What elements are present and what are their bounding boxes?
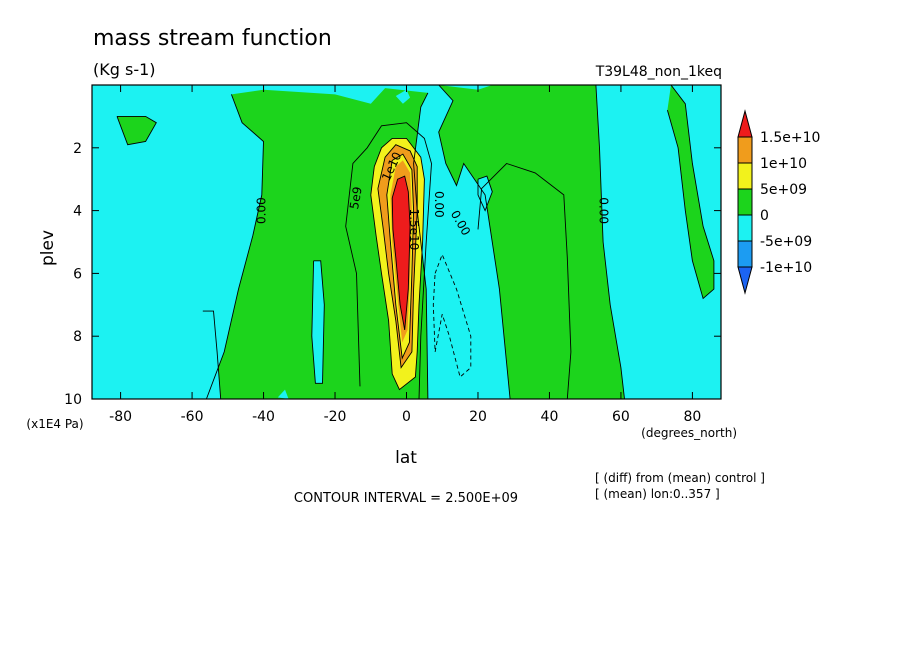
contour-line-12 (386, 153, 415, 360)
note-mean: [ (mean) lon:0..357 ] (595, 487, 720, 501)
contour-label-1: 5e9 (347, 186, 365, 211)
x-tick-label: 60 (612, 409, 630, 425)
x-axis-units: (degrees_north) (641, 426, 737, 440)
y-tick-label: 6 (73, 266, 82, 282)
x-tick-label: -60 (181, 409, 204, 425)
region-zero-0 (206, 88, 428, 399)
colorbar-label: -1e+10 (760, 260, 812, 276)
x-axis: -80 -60 -40 -20 0 20 40 60 80 (109, 85, 701, 425)
x-tick-label: 80 (683, 409, 701, 425)
contour-label-4: 0.00 (432, 191, 446, 218)
chart-title: mass stream function (93, 26, 332, 51)
y-tick-label: 4 (73, 204, 82, 220)
y-axis-units: (x1E4 Pa) (26, 417, 83, 431)
region-neg-7 (395, 89, 411, 104)
x-tick-label: 0 (402, 409, 411, 425)
contour-line-9 (345, 122, 432, 399)
colorbar-swatch (737, 214, 753, 242)
contour-interval: CONTOUR INTERVAL = 2.500E+09 (294, 491, 518, 506)
region-neg-6 (277, 389, 289, 399)
contour-line-3 (595, 85, 625, 399)
contour-line-1 (413, 92, 429, 399)
contour-line-4 (311, 260, 325, 384)
contour-line-5 (202, 310, 222, 399)
region-zero-2 (117, 116, 157, 145)
colorbar-label: -5e+09 (760, 234, 812, 250)
colorbar-cap-bottom (737, 266, 753, 295)
run-label: T39L48_non_1keq (595, 64, 722, 80)
contour-line-6 (116, 115, 157, 146)
note-diff: [ (diff) from (mean) control ] (595, 471, 765, 485)
contour-line-10 (370, 137, 425, 391)
colorbar-label: 5e+09 (760, 182, 807, 198)
region-zero-1 (438, 85, 625, 399)
y-tick-label: 8 (73, 329, 82, 345)
x-tick-label: -40 (252, 409, 275, 425)
contour-line-14 (477, 162, 572, 399)
filled-regions (92, 85, 714, 399)
region-neg-5 (92, 383, 114, 399)
contour-line-7 (666, 85, 715, 300)
region-zero-9 (478, 103, 514, 123)
colorbar-label: 1.5e+10 (760, 130, 820, 146)
y-axis-label: plev (38, 230, 58, 266)
y-axis: 2 4 6 8 10 (64, 141, 721, 408)
colorbar-swatch (737, 136, 753, 164)
region-neg-3 (311, 260, 325, 384)
contour-label-0: 0.00 (254, 197, 268, 224)
x-tick-label: -20 (324, 409, 347, 425)
contour-label-6: 0.00 (597, 197, 611, 224)
x-tick-label: -80 (109, 409, 132, 425)
colorbar-swatch (737, 240, 753, 268)
contour-line-11 (377, 144, 418, 369)
contour-line-2 (438, 85, 511, 399)
x-axis-label: lat (395, 448, 417, 468)
colorbar-label: 1e+10 (760, 156, 807, 172)
colorbar-label: 0 (760, 208, 769, 224)
y-tick-label: 2 (73, 141, 82, 157)
contour-label-3: 1.5e10 (407, 209, 421, 251)
y-tick-label: 10 (64, 392, 82, 408)
region-pos15e10-15 (392, 176, 411, 330)
contour-line-15 (432, 253, 472, 378)
x-tick-label: 20 (469, 409, 487, 425)
colorbar-swatch (737, 162, 753, 190)
contour-line-0 (205, 94, 264, 399)
colorbar: 1.5e+10 1e+10 5e+09 0 -5e+09 -1e+10 (737, 109, 820, 295)
colorbar-swatch (737, 188, 753, 216)
contour-lines (116, 85, 715, 399)
contour-line-8 (477, 175, 493, 212)
region-zero-8 (667, 85, 714, 299)
units-label: (Kg s-1) (93, 60, 156, 79)
x-tick-label: 40 (541, 409, 559, 425)
contour-line-13 (391, 175, 411, 330)
